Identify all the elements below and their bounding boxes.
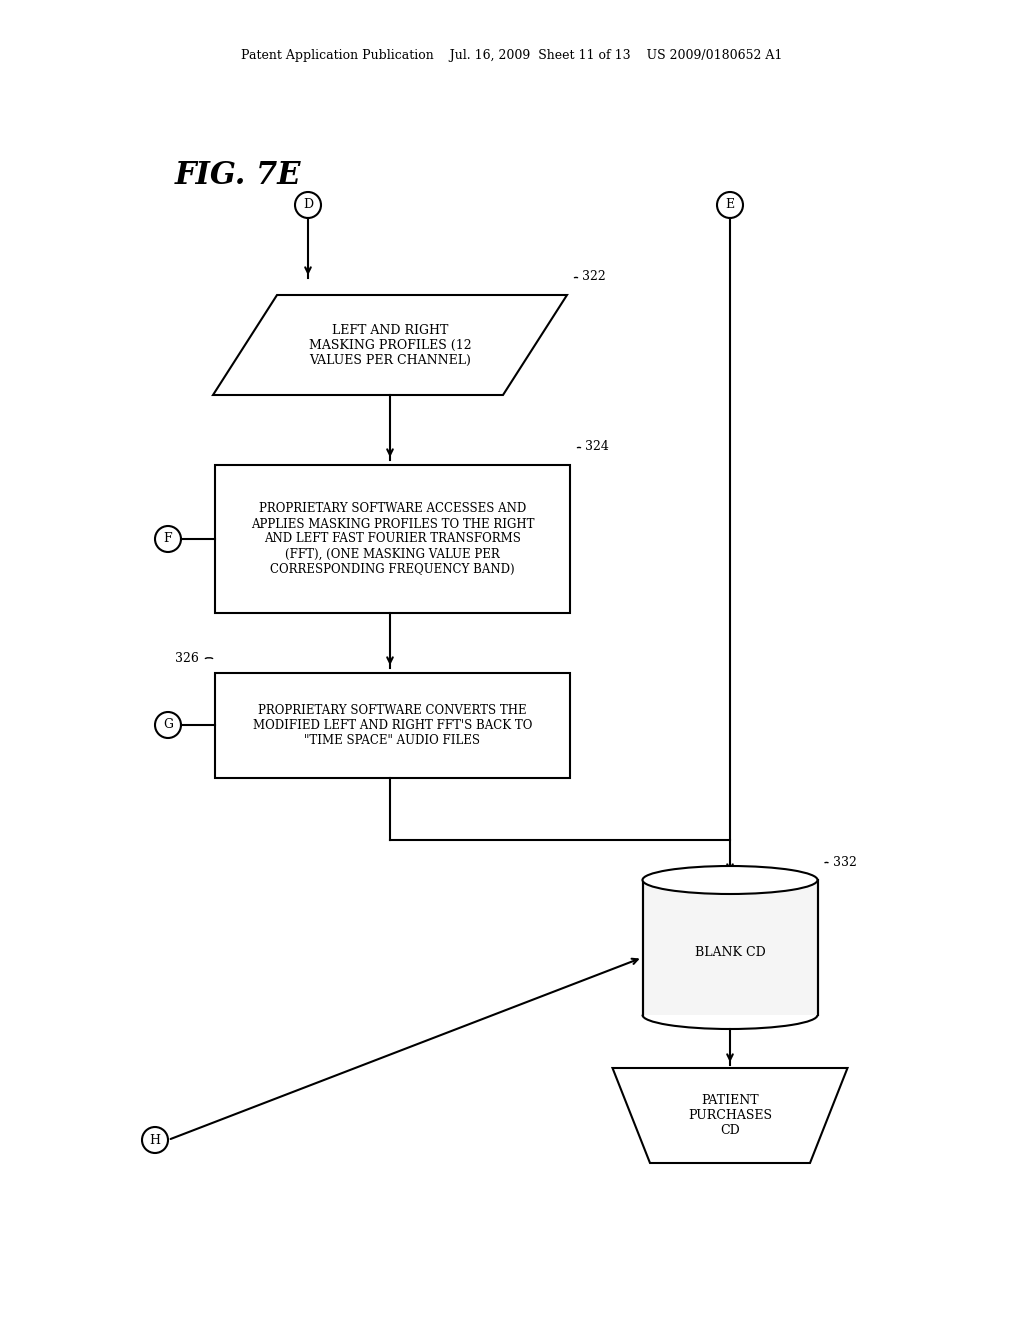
Text: G: G xyxy=(163,718,173,731)
Bar xyxy=(215,673,570,777)
Text: H: H xyxy=(150,1134,161,1147)
Ellipse shape xyxy=(642,866,817,894)
Text: BLANK CD: BLANK CD xyxy=(694,946,765,960)
Text: 326: 326 xyxy=(175,652,199,664)
Text: F: F xyxy=(164,532,172,545)
Text: D: D xyxy=(303,198,313,211)
Bar xyxy=(642,880,817,1015)
Text: Patent Application Publication    Jul. 16, 2009  Sheet 11 of 13    US 2009/01806: Patent Application Publication Jul. 16, … xyxy=(242,49,782,62)
Text: 322: 322 xyxy=(582,271,606,284)
Text: E: E xyxy=(725,198,734,211)
Text: 324: 324 xyxy=(585,441,609,454)
Text: 332: 332 xyxy=(833,855,856,869)
Text: LEFT AND RIGHT
MASKING PROFILES (12
VALUES PER CHANNEL): LEFT AND RIGHT MASKING PROFILES (12 VALU… xyxy=(308,323,471,367)
Text: PROPRIETARY SOFTWARE ACCESSES AND
APPLIES MASKING PROFILES TO THE RIGHT
AND LEFT: PROPRIETARY SOFTWARE ACCESSES AND APPLIE… xyxy=(251,503,535,576)
Text: FIG. 7E: FIG. 7E xyxy=(175,160,301,190)
Text: PATIENT
PURCHASES
CD: PATIENT PURCHASES CD xyxy=(688,1094,772,1137)
Text: PROPRIETARY SOFTWARE CONVERTS THE
MODIFIED LEFT AND RIGHT FFT'S BACK TO
"TIME SP: PROPRIETARY SOFTWARE CONVERTS THE MODIFI… xyxy=(253,704,532,747)
Bar xyxy=(215,465,570,612)
